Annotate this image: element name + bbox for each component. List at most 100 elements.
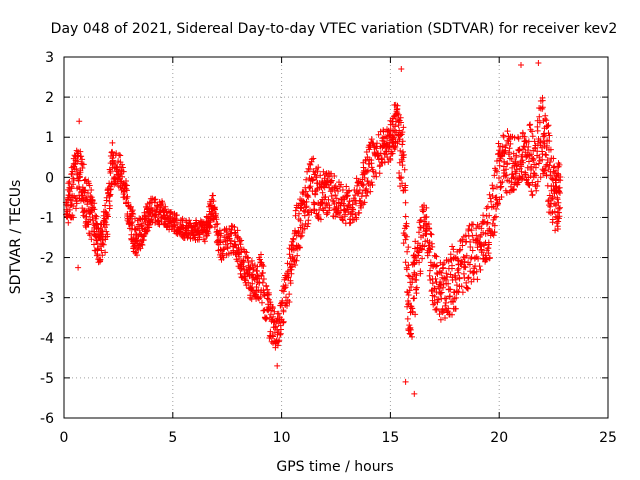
data-point [144,227,151,234]
data-point [224,245,231,252]
data-point [293,257,300,264]
data-point [338,181,344,188]
data-point [550,164,557,171]
data-point [452,305,459,312]
data-point [547,146,554,153]
data-point [236,253,242,260]
data-point [405,300,412,307]
data-point [550,155,557,162]
data-point [397,147,404,154]
data-point [335,188,341,195]
data-point [484,203,491,210]
data-point [94,251,101,258]
data-point [360,164,367,171]
data-point [491,229,498,235]
data-point [501,159,508,165]
data-point [530,157,536,164]
data-point [522,171,529,178]
data-point [529,179,536,186]
data-point [259,279,266,286]
data-point [530,156,537,162]
data-point [416,259,423,266]
data-point [242,273,248,280]
data-point [65,202,71,209]
data-point [134,237,141,244]
data-point [98,247,105,254]
data-point [129,219,136,226]
data-point [103,209,110,216]
data-point [428,231,435,238]
data-point [549,193,556,200]
data-point [124,193,131,200]
data-point [529,128,535,135]
data-point [210,192,216,199]
data-point [290,236,297,243]
data-point [299,222,306,229]
grid-lines [64,57,608,418]
data-point [525,138,532,145]
chart-title: Day 048 of 2021, Sidereal Day-to-day VTE… [51,21,618,37]
data-point [300,207,307,214]
data-point [223,228,230,235]
data-point [546,192,553,199]
data-point [297,217,304,224]
data-point [428,288,435,295]
data-point [78,160,85,167]
data-point [421,243,428,250]
data-point [535,60,542,66]
data-point [267,299,274,306]
data-point [440,264,447,271]
data-point [449,265,455,272]
data-point [502,147,509,154]
data-point [334,210,341,217]
data-point [136,227,143,234]
data-point [193,217,199,224]
data-point [536,119,543,126]
data-point [364,189,371,196]
data-point [392,123,399,130]
data-point [353,214,360,221]
data-point [480,212,487,219]
data-point [543,117,550,124]
data-point [442,302,449,309]
data-point [468,254,475,261]
data-point [425,221,432,227]
data-point [495,140,502,147]
data-point [453,282,460,289]
data-point [491,214,498,221]
data-point [152,208,159,215]
data-point [449,243,456,250]
data-point [547,159,554,165]
data-point [93,213,100,220]
data-point [476,263,483,270]
data-point [507,140,514,147]
data-point [551,208,558,215]
data-point [398,66,405,72]
data-point [528,151,534,158]
data-point [555,199,562,206]
data-point [445,280,452,287]
data-point [542,151,549,158]
data-point [442,315,448,321]
data-point [78,153,85,160]
data-point [459,289,466,296]
data-point [108,186,114,193]
data-point [183,217,190,224]
data-point [399,158,406,165]
data-point [123,187,130,194]
data-point [186,217,193,224]
data-point [440,284,446,291]
data-point [119,173,126,180]
data-point [397,175,404,182]
y-tick-label: -5 [40,371,54,387]
data-point [73,165,80,172]
data-point [464,285,471,292]
data-point [399,129,406,136]
data-point [389,150,396,157]
data-point [66,178,73,185]
data-point [340,217,346,224]
data-point [82,187,89,194]
data-point [526,122,533,129]
data-point [323,200,330,207]
data-point [456,247,463,254]
